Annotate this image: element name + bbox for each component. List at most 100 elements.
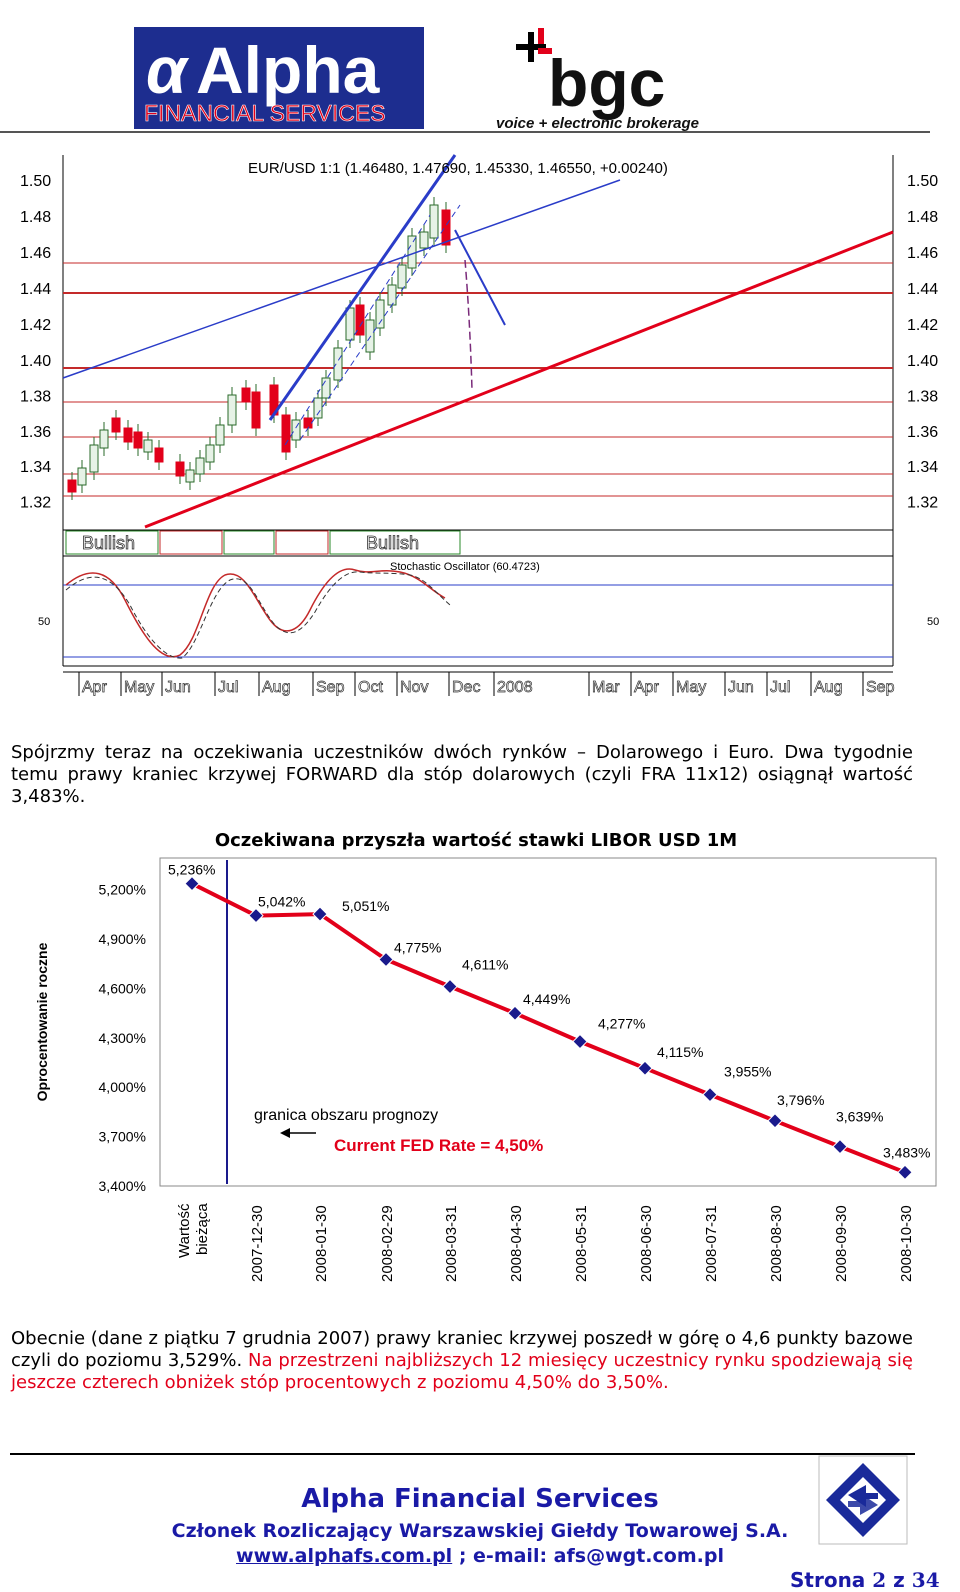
fx-month-label: Sep xyxy=(316,679,345,696)
summary-text: Obecnie (dane z piątku 7 grudnia 2007) p… xyxy=(11,1328,913,1371)
candle-up xyxy=(205,444,215,463)
libor-data-label: 4,775% xyxy=(394,940,441,956)
libor-point xyxy=(248,907,264,924)
libor-ytick: 5,200% xyxy=(99,882,146,898)
libor-point xyxy=(507,1005,523,1021)
fx-chart-title: EUR/USD 1:1 (1.46480, 1.47690, 1.45330, … xyxy=(248,160,668,177)
fx-month-label: May xyxy=(676,679,706,696)
alpha-logo-text: Alpha xyxy=(196,33,381,107)
arrow-left-icon xyxy=(280,1128,290,1138)
top-rule xyxy=(0,131,930,133)
candle-down xyxy=(251,391,261,429)
candle-up xyxy=(407,235,417,269)
libor-ytick: 3,700% xyxy=(99,1129,146,1145)
libor-ytick: 3,400% xyxy=(99,1178,146,1194)
libor-ytick: 4,600% xyxy=(99,980,146,996)
libor-data-label: 4,449% xyxy=(523,991,570,1007)
candle-down xyxy=(175,461,185,477)
fx-month-label: Nov xyxy=(400,679,428,696)
libor-data-label: 3,955% xyxy=(724,1064,771,1080)
candle-up xyxy=(375,299,385,329)
fx-ytick-right: 1.40 xyxy=(907,353,938,370)
fx-ytick-left: 1.32 xyxy=(20,495,51,512)
eurusd-chart: 1.50 1.50 1.48 1.48 1.46 1.46 1.44 1.44 1.42 1.42… xyxy=(20,154,939,696)
fx-ytick-right: 1.42 xyxy=(907,317,938,334)
website-link[interactable]: www.alphafs.com.pl xyxy=(236,1545,453,1567)
fx-ytick-left: 1.40 xyxy=(20,353,51,370)
candle-down xyxy=(133,431,143,449)
candle-up xyxy=(333,347,343,381)
alpha-logo-sub: FINANCIAL SERVICES xyxy=(144,100,386,126)
oscillator-tick-right: 50 xyxy=(927,616,939,628)
libor-xtick: 2008-02-29 xyxy=(379,1205,396,1282)
footer-subtitle: Członek Rozliczający Warszawskiej Giełdy… xyxy=(171,1520,789,1542)
fx-month-label: Dec xyxy=(452,679,480,696)
wgt-logo xyxy=(818,1455,908,1545)
libor-xtick: bieżąca xyxy=(194,1203,211,1255)
footer-contact: www.alphafs.com.pl ; e-mail: afs@wgt.com… xyxy=(0,1545,960,1567)
summary-paragraph: Obecnie (dane z piątku 7 grudnia 2007) p… xyxy=(11,1328,913,1394)
libor-point xyxy=(702,1086,718,1103)
fx-ytick-left: 1.36 xyxy=(20,424,51,441)
fx-month-label: Jun xyxy=(728,679,754,696)
oscillator-label: Stochastic Oscillator (60.4723) xyxy=(390,561,540,573)
libor-xtick: 2008-07-31 xyxy=(703,1205,720,1282)
fx-ytick-right: 1.34 xyxy=(907,459,938,476)
footer-rule xyxy=(10,1453,915,1455)
libor-point xyxy=(767,1113,783,1129)
fx-month-label: Jul xyxy=(770,679,790,696)
candle-up xyxy=(89,444,99,473)
fx-ytick-right: 1.38 xyxy=(907,388,938,405)
candle-up xyxy=(227,394,237,426)
summary-highlight: Na przestrzeni najbliższych 12 miesięcy … xyxy=(11,1350,913,1393)
libor-ytick: 4,000% xyxy=(99,1079,146,1095)
email-text[interactable]: ; e-mail: afs@wgt.com.pl xyxy=(458,1545,724,1567)
libor-xtick: 2008-06-30 xyxy=(638,1205,655,1282)
libor-xtick: Wartość xyxy=(176,1203,193,1258)
page-total: 34 xyxy=(911,1568,940,1592)
fx-ytick-left: 1.42 xyxy=(20,317,51,334)
libor-series-line xyxy=(191,881,906,1175)
candle-down xyxy=(303,417,313,429)
candle-up xyxy=(387,284,397,306)
fx-month-label: Mar xyxy=(592,679,620,696)
fx-ytick-right: 1.48 xyxy=(907,209,938,226)
bgc-logo-text: bgc xyxy=(548,46,665,120)
page-number: Strona 2 z 34 xyxy=(790,1568,940,1592)
alpha-financial-logo: α Alpha FINANCIAL SERVICES xyxy=(134,27,424,129)
libor-point xyxy=(312,906,328,922)
fx-month-label: Aug xyxy=(262,679,290,696)
libor-data-label: 5,042% xyxy=(258,894,305,910)
candle-down xyxy=(111,417,121,433)
candle-up xyxy=(215,424,225,446)
libor-data-label: 4,115% xyxy=(657,1044,703,1060)
fx-month-label: Apr xyxy=(82,679,108,696)
candle-down xyxy=(67,479,77,493)
libor-point xyxy=(832,1138,848,1155)
fx-ytick-left: 1.46 xyxy=(20,245,51,262)
bullish-label: Bullish xyxy=(82,533,135,553)
libor-point xyxy=(184,875,200,892)
libor-ytick: 4,300% xyxy=(99,1030,146,1046)
page-current: 2 xyxy=(872,1568,887,1592)
libor-xtick: 2008-04-30 xyxy=(508,1205,525,1282)
libor-data-label: 3,639% xyxy=(836,1109,883,1125)
libor-ytick: 4,900% xyxy=(99,931,146,947)
candle-down xyxy=(241,387,251,403)
candle-up xyxy=(99,429,109,449)
candle-up xyxy=(143,439,153,453)
intro-paragraph: Spójrzmy teraz na oczekiwania uczestnikó… xyxy=(11,742,913,807)
fx-ytick-right: 1.50 xyxy=(907,173,938,190)
libor-point xyxy=(442,978,458,995)
libor-data-label: 5,051% xyxy=(342,898,389,914)
candle-up xyxy=(397,264,407,289)
page-prefix: Strona xyxy=(790,1568,866,1592)
fx-ytick-right: 1.36 xyxy=(907,424,938,441)
bgc-logo: bgc voice + electronic brokerage xyxy=(496,28,699,132)
libor-xtick: 2007-12-30 xyxy=(249,1205,266,1282)
fx-month-label: Oct xyxy=(358,679,383,696)
libor-point xyxy=(637,1060,653,1076)
fx-month-label: 2008 xyxy=(497,679,533,696)
candle-down xyxy=(441,209,451,246)
fx-month-label: Jul xyxy=(218,679,238,696)
